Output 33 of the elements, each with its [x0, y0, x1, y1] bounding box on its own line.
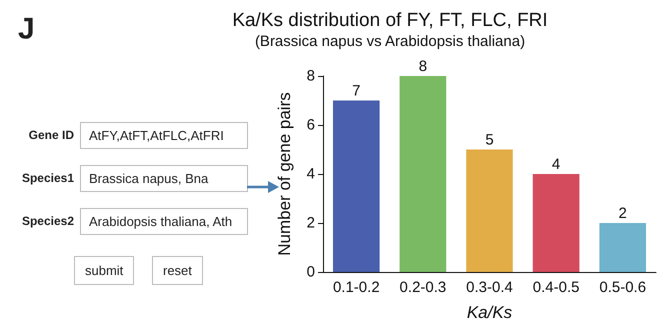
data-label: 7	[352, 82, 360, 100]
text: Gene ID	[28, 128, 74, 142]
x-tick-label: 0.4-0.5	[532, 279, 580, 296]
bar	[332, 100, 380, 272]
data-label: 8	[418, 58, 428, 75]
chart-title: Ka/Ks distribution of FY, FT, FLC, FRI	[232, 10, 548, 31]
data-label: 4	[552, 156, 560, 173]
bar	[466, 150, 513, 272]
data-label: 2	[618, 205, 627, 222]
bar	[599, 223, 646, 272]
x-tick-label: 0.3-0.4	[466, 279, 513, 296]
x-tick-label: 0.1-0.2	[332, 279, 380, 296]
text: Brassica napus, Bna	[80, 165, 248, 192]
y-tick-label: 4	[306, 166, 315, 182]
x-tick-label: 0.5-0.6	[599, 279, 646, 296]
data-label: 5	[485, 132, 494, 148]
text: Arabidopsis thaliana, Ath	[80, 208, 248, 235]
y-axis-title: Number of gene pairs	[275, 92, 294, 256]
bar	[532, 174, 580, 272]
text: submit	[74, 256, 134, 285]
bar	[400, 76, 446, 272]
text: Species2	[20, 214, 74, 228]
text: reset	[152, 256, 203, 285]
x-axis-title: Ka/Ks	[466, 303, 513, 322]
text: J	[18, 12, 35, 46]
x-tick-label: 0.2-0.3	[400, 279, 446, 296]
chart-subtitle: (Brassica napus vs Arabidopsis thaliana)	[254, 33, 526, 50]
text: AtFY,AtFT,AtFLC,AtFRI	[80, 122, 248, 149]
y-tick-label: 0	[306, 264, 315, 280]
y-tick-label: 6	[306, 116, 315, 134]
y-tick-label: 2	[306, 214, 315, 232]
y-tick-label: 8	[306, 68, 315, 84]
text: Species1	[20, 171, 74, 185]
